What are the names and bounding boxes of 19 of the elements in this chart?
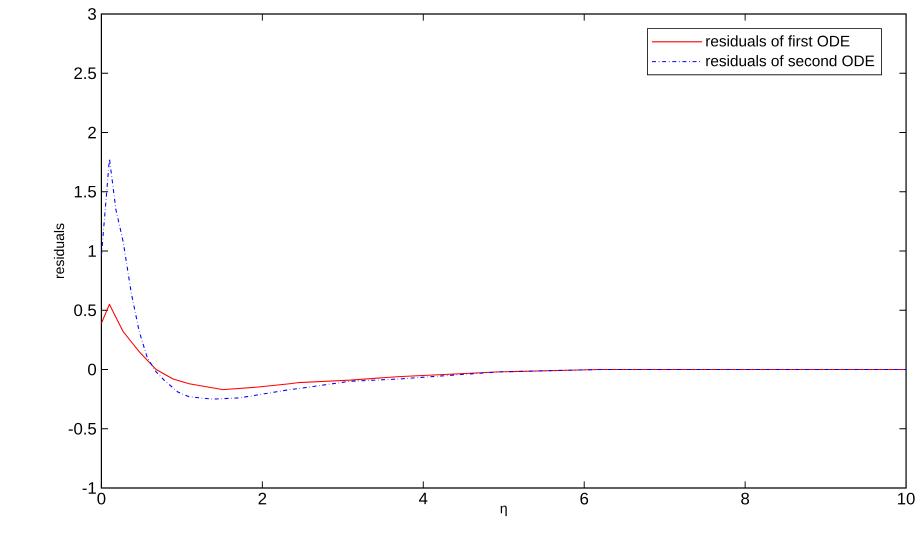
- y-tick-label: 1.5: [74, 186, 96, 198]
- x-tick-label: 0: [97, 492, 106, 505]
- y-axis-title: residuals: [54, 224, 64, 278]
- x-tick-label: 2: [258, 492, 266, 504]
- y-tick-label: 0.5: [74, 304, 96, 316]
- y-tick-label: 1: [88, 245, 96, 257]
- x-tick-label: 6: [580, 492, 588, 505]
- legend-label: residuals of first ODE: [706, 35, 850, 47]
- y-tick-label: -1: [82, 482, 96, 494]
- legend-label: residuals of second ODE: [706, 55, 874, 66]
- y-tick-label: 3: [88, 8, 96, 20]
- x-tick-label: 10: [898, 492, 915, 505]
- y-tick-label: 0: [88, 364, 96, 376]
- y-tick-label: 2.5: [74, 67, 96, 80]
- x-axis-title: η: [500, 506, 507, 516]
- x-tick-label: 4: [419, 492, 428, 504]
- y-tick-label: -0.5: [68, 422, 96, 435]
- y-tick-label: 2: [88, 126, 96, 138]
- x-tick-label: 8: [741, 492, 750, 505]
